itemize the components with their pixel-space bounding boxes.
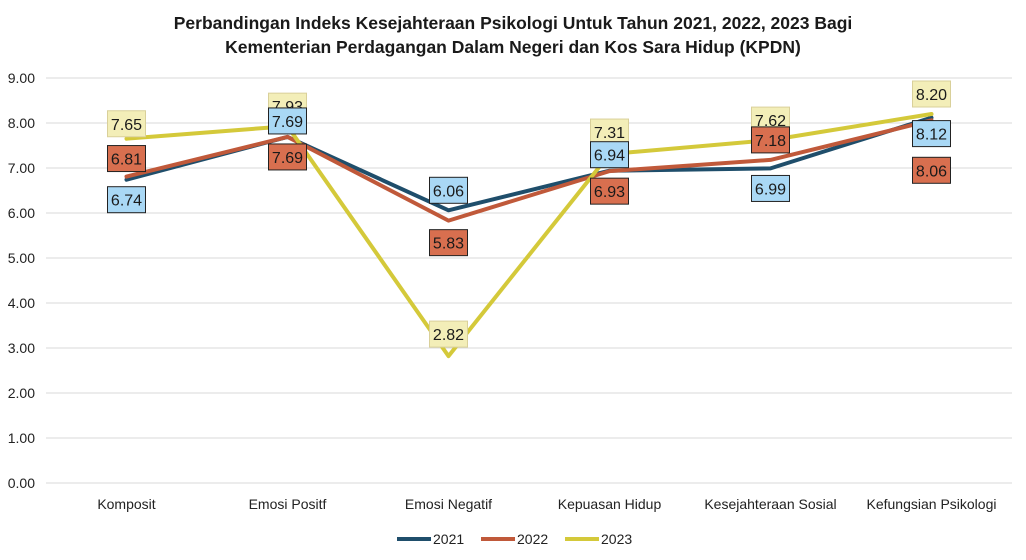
y-tick-label: 6.00: [8, 205, 35, 221]
series-line-2023: [124, 112, 934, 359]
series-lines: [124, 112, 934, 359]
data-label-2023: 8.20: [912, 80, 951, 108]
data-label-value: 7.69: [272, 114, 303, 131]
legend-label: 2021: [433, 531, 464, 547]
data-label-value: 7.69: [272, 150, 303, 167]
x-category-label: Kefungsian Psikologi: [867, 496, 997, 512]
data-label-value: 2.82: [433, 327, 464, 344]
x-category-label: Komposit: [97, 496, 155, 512]
data-label-box: [429, 176, 468, 204]
data-label-2022: 6.93: [590, 177, 629, 205]
x-category-label: Emosi Positf: [249, 496, 327, 512]
y-tick-label: 8.00: [8, 115, 35, 131]
data-label-box: [590, 118, 629, 146]
data-label-value: 5.83: [433, 236, 464, 253]
legend: 2021 2022 2023: [397, 531, 632, 547]
data-label-box: [429, 320, 468, 348]
data-label-2023: 7.65: [107, 110, 146, 138]
y-tick-label: 0.00: [8, 475, 35, 491]
data-label-2021: 6.94: [590, 141, 629, 169]
data-label-2022: 7.18: [751, 126, 790, 154]
y-tick-label: 3.00: [8, 340, 35, 356]
data-label-value: 7.65: [111, 117, 142, 134]
data-label-2021: 7.69: [268, 107, 307, 135]
data-label-value: 6.81: [111, 152, 142, 169]
data-label-box: [751, 126, 790, 154]
legend-label: 2022: [517, 531, 548, 547]
legend-item-2023: 2023: [565, 531, 632, 547]
legend-item-2022: 2022: [481, 531, 548, 547]
data-label-box: [268, 143, 307, 171]
data-label-box: [107, 145, 146, 173]
y-tick-label: 5.00: [8, 250, 35, 266]
data-label-value: 7.62: [755, 113, 786, 130]
data-label-2023: 2.82: [429, 320, 468, 348]
y-tick-label: 1.00: [8, 430, 35, 446]
data-label-2022: 5.83: [429, 229, 468, 257]
x-category-label: Kepuasan Hidup: [558, 496, 662, 512]
data-label-2022: 7.69: [268, 143, 307, 171]
data-label-value: 7.18: [755, 133, 786, 150]
data-label-value: 8.20: [916, 87, 947, 104]
y-tick-label: 9.00: [8, 70, 35, 86]
data-label-2022: 8.06: [912, 156, 951, 184]
chart-title: Perbandingan Indeks Kesejahteraan Psikol…: [174, 13, 853, 33]
data-label-2021: 6.74: [107, 186, 146, 214]
data-label-box: [107, 110, 146, 138]
legend-item-2021: 2021: [397, 531, 464, 547]
data-label-value: 6.74: [111, 193, 142, 210]
y-tick-label: 4.00: [8, 295, 35, 311]
data-label-box: [912, 120, 951, 148]
data-label-value: 7.31: [594, 125, 625, 142]
data-labels: 7.657.932.827.317.628.206.817.695.836.93…: [107, 80, 951, 348]
y-axis-ticks: 0.00 1.00 2.00 3.00 4.00 5.00 6.00 7.00 8.00 9.00: [8, 70, 35, 491]
data-label-value: 6.06: [433, 183, 464, 200]
data-label-box: [107, 186, 146, 214]
data-label-box: [912, 156, 951, 184]
x-axis-categories: Komposit Emosi Positf Emosi Negatif Kepuasa…: [97, 496, 996, 512]
chart-subtitle: Kementerian Perdagangan Dalam Negeri dan…: [225, 37, 801, 57]
legend-label: 2023: [601, 531, 632, 547]
x-category-label: Emosi Negatif: [405, 496, 492, 512]
data-label-2023: 7.31: [590, 118, 629, 146]
data-label-2021: 6.06: [429, 176, 468, 204]
data-label-2021: 6.99: [751, 174, 790, 202]
data-label-box: [751, 174, 790, 202]
data-label-value: 6.94: [594, 148, 625, 165]
data-label-box: [590, 177, 629, 205]
data-label-box: [429, 229, 468, 257]
data-label-value: 8.06: [916, 163, 947, 180]
data-label-2022: 6.81: [107, 145, 146, 173]
data-label-box: [590, 141, 629, 169]
series-line-2022: [124, 118, 934, 223]
x-category-label: Kesejahteraan Sosial: [704, 496, 836, 512]
y-tick-label: 2.00: [8, 385, 35, 401]
data-label-value: 8.12: [916, 127, 947, 144]
data-label-box: [912, 80, 951, 108]
data-label-value: 6.93: [594, 184, 625, 201]
data-label-box: [268, 107, 307, 135]
data-label-2021: 8.12: [912, 120, 951, 148]
data-label-value: 6.99: [755, 181, 786, 198]
y-tick-label: 7.00: [8, 160, 35, 176]
